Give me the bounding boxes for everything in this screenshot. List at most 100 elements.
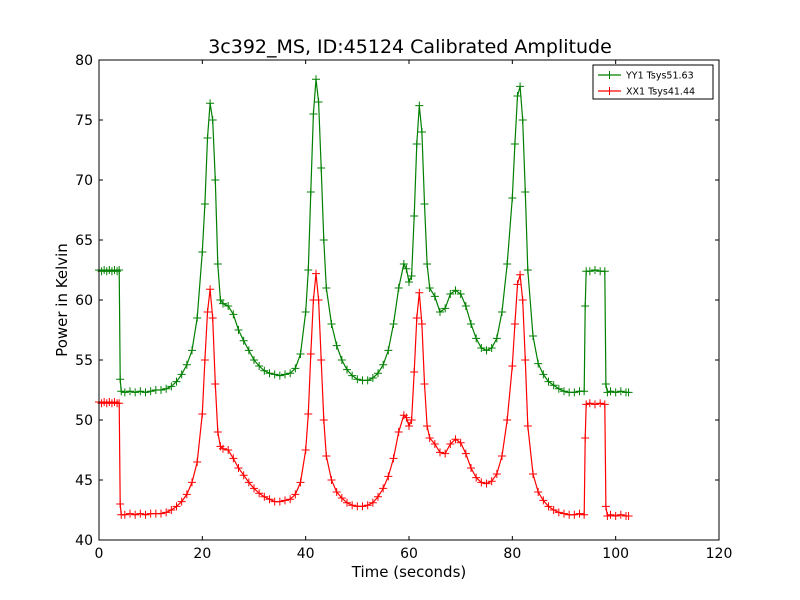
plot-area <box>95 75 633 520</box>
data-point <box>521 188 530 196</box>
data-point <box>575 509 584 518</box>
data-point <box>549 381 558 390</box>
data-point <box>518 116 527 124</box>
data-point <box>332 341 341 350</box>
data-point <box>508 362 517 370</box>
data-point <box>503 416 512 424</box>
data-point <box>601 502 610 511</box>
data-point <box>581 434 590 442</box>
y-tick-label: 40 <box>75 533 93 549</box>
data-point <box>420 200 429 208</box>
data-point <box>430 292 439 301</box>
data-point <box>343 365 351 374</box>
data-point <box>229 310 238 319</box>
data-point <box>224 302 233 310</box>
x-tick-label: 120 <box>706 546 733 562</box>
data-point <box>167 506 176 514</box>
data-point <box>441 304 450 313</box>
data-point <box>131 510 140 519</box>
data-point <box>379 360 388 369</box>
data-point <box>120 388 129 397</box>
data-point <box>265 495 274 504</box>
data-point <box>363 376 372 385</box>
data-point <box>309 110 318 118</box>
data-point <box>591 400 599 409</box>
data-point <box>208 314 217 322</box>
data-point <box>157 509 165 518</box>
data-point <box>136 387 145 396</box>
data-point <box>203 308 212 316</box>
x-tick-label: 100 <box>602 546 629 562</box>
data-point <box>332 488 341 496</box>
data-point <box>229 454 238 463</box>
data-point <box>286 369 295 378</box>
data-point <box>461 449 470 458</box>
data-point <box>446 440 455 448</box>
data-point <box>322 452 331 460</box>
data-point <box>206 99 215 108</box>
data-point <box>213 260 222 268</box>
data-point <box>281 370 289 379</box>
data-point <box>585 399 594 408</box>
data-point <box>368 498 377 507</box>
legend-marker <box>605 71 614 79</box>
data-point <box>193 314 202 322</box>
data-point <box>306 188 315 196</box>
data-point <box>296 478 305 487</box>
data-point <box>343 498 351 507</box>
data-point <box>412 314 421 322</box>
data-point <box>304 410 313 418</box>
data-point <box>374 492 382 501</box>
y-tick-label: 75 <box>75 113 93 129</box>
data-point <box>425 434 434 442</box>
data-point <box>182 490 191 499</box>
y-axis-label: Power in Kelvin <box>53 243 71 357</box>
data-point <box>601 380 610 388</box>
y-tick-label: 50 <box>75 413 93 429</box>
data-point <box>510 320 519 328</box>
data-point <box>177 497 186 506</box>
data-point <box>529 332 537 340</box>
x-tick-label: 20 <box>193 546 211 562</box>
data-point <box>250 484 258 493</box>
data-point <box>516 270 525 279</box>
data-point <box>513 280 522 289</box>
data-point <box>407 272 416 280</box>
data-point <box>312 269 320 278</box>
data-point <box>177 370 186 379</box>
data-point <box>348 501 357 510</box>
data-point <box>270 370 279 379</box>
data-point <box>211 176 220 184</box>
data-point <box>126 509 134 518</box>
data-point <box>157 386 165 394</box>
data-point <box>405 422 413 430</box>
data-point <box>570 388 579 397</box>
data-point <box>260 366 269 375</box>
data-point <box>560 509 568 518</box>
x-tick-label: 80 <box>503 546 521 562</box>
data-point <box>399 260 408 268</box>
data-point <box>116 375 125 384</box>
x-axis: 0 20 40 60 80 100 120 <box>95 60 733 562</box>
legend-entry: XX1 Tsys41.44 <box>598 87 695 98</box>
data-point <box>188 478 196 487</box>
y-tick-label: 55 <box>75 353 93 369</box>
data-point <box>206 285 215 294</box>
data-point <box>296 350 305 358</box>
data-point <box>394 284 403 292</box>
data-point <box>616 510 625 519</box>
data-point <box>461 302 470 310</box>
data-point <box>570 510 579 519</box>
data-point <box>200 200 209 208</box>
data-point <box>436 308 444 316</box>
data-point <box>353 375 362 384</box>
legend: YY1 Tsys51.63 XX1 Tsys41.44 <box>592 64 714 100</box>
data-point <box>412 140 421 148</box>
legend-label: YY1 Tsys51.63 <box>625 71 694 82</box>
series-2 <box>95 269 633 520</box>
data-point <box>327 320 336 328</box>
data-point <box>208 116 217 124</box>
data-point <box>394 428 403 436</box>
data-point <box>337 356 346 364</box>
data-point <box>516 82 525 91</box>
